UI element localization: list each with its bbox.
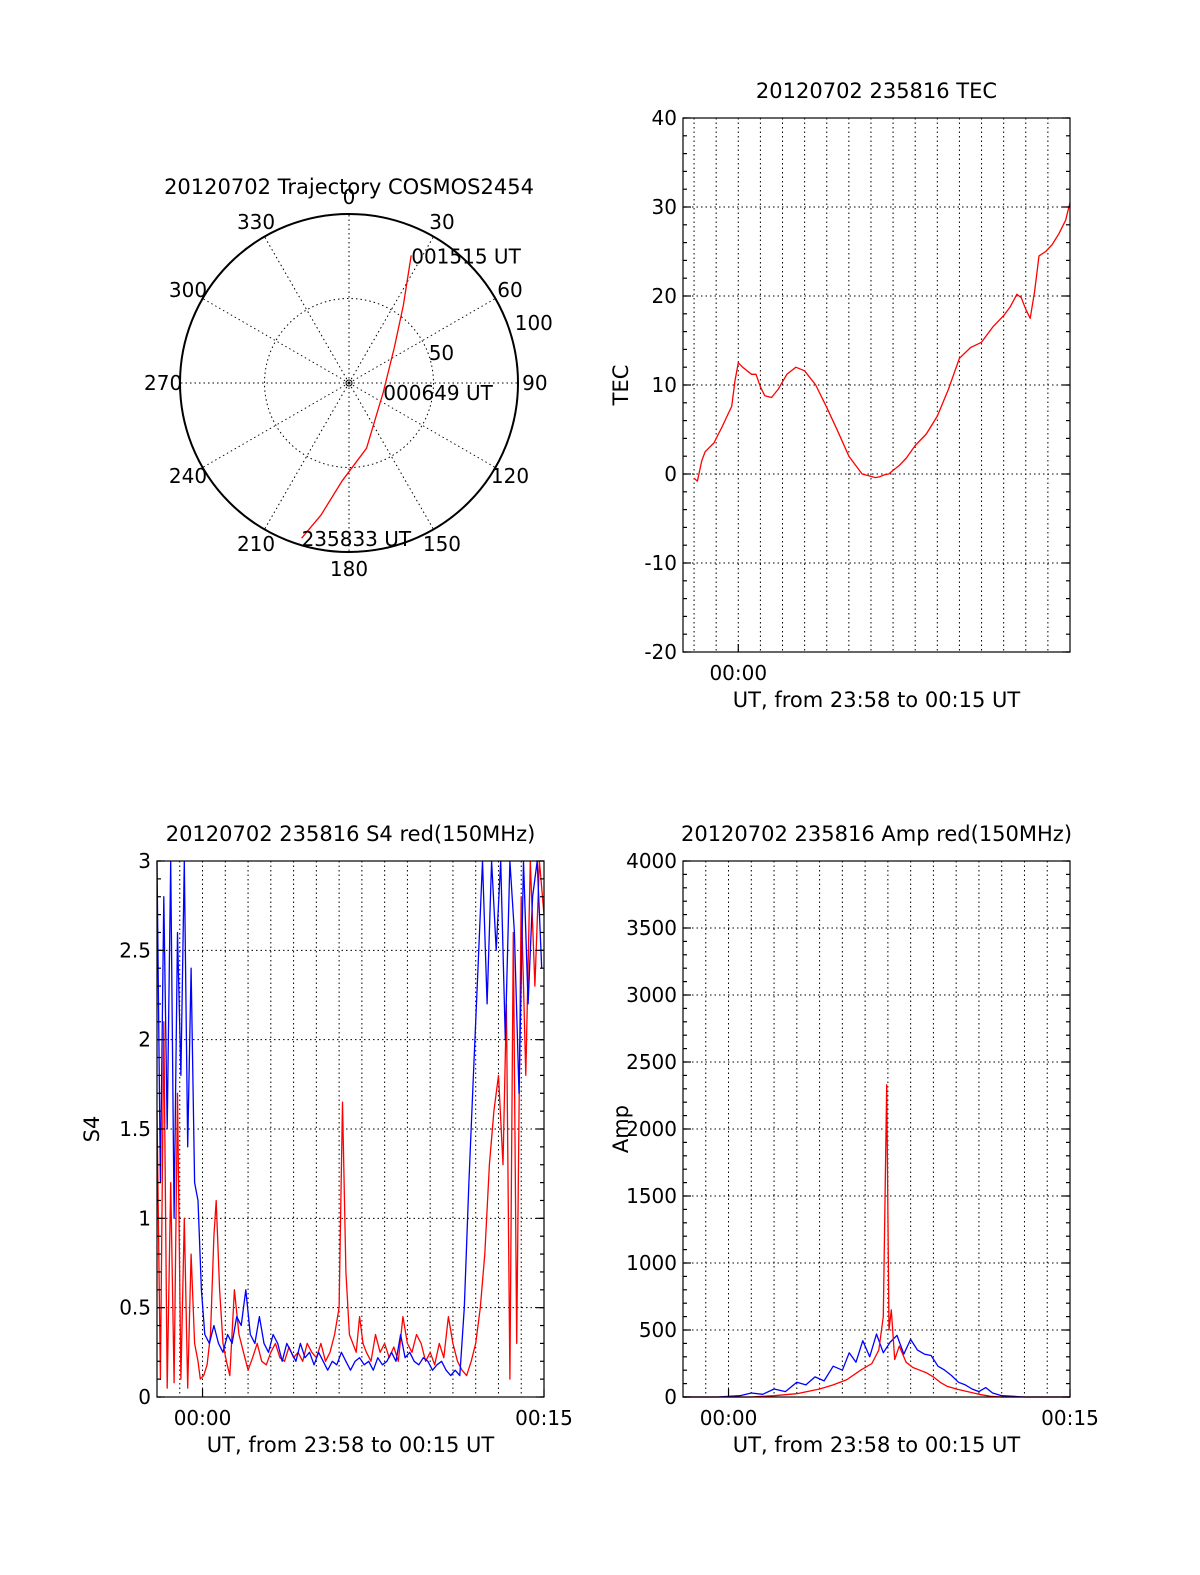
polar-spoke-line [264, 236, 350, 384]
azimuth-label: 90 [522, 371, 547, 395]
tec-ytick-label: 40 [652, 106, 677, 130]
s4-panel: 0 0.5 1 1.5 2 2.5 3 00:00 00:15 20120702 235816 S… [80, 822, 573, 1457]
amp-ytick-label: 3000 [626, 983, 677, 1007]
polar-spoke-line [202, 298, 350, 384]
amp-series-1-line [683, 1084, 1070, 1398]
amp-ytick-label: 4000 [626, 849, 677, 873]
s4-series-1-line [156, 860, 543, 1377]
s4-ytick-label: 1.5 [119, 1117, 151, 1141]
tec-x-axis-label: UT, from 23:58 to 00:15 UT [733, 688, 1021, 712]
amp-ytick-label: 2000 [626, 1117, 677, 1141]
azimuth-label: 0 [343, 185, 356, 209]
polar-spoke-line [348, 298, 496, 384]
polar-spoke-line [348, 382, 434, 530]
amp-ytick-label: 1500 [626, 1184, 677, 1208]
polar-center-marker [345, 379, 353, 387]
trajectory-track-line [301, 255, 412, 539]
s4-ytick-label: 0.5 [119, 1296, 151, 1320]
s4-xtick-label: 00:00 [174, 1406, 232, 1430]
trajectory-time-annotation: 001515 UT [411, 244, 521, 268]
polar-spoke-line [348, 236, 434, 384]
amp-ytick-label: 500 [639, 1318, 677, 1342]
trajectory-time-annotation: 235833 UT [302, 527, 412, 551]
trajectory-chart-title: 20120702 Trajectory COSMOS2454 [164, 175, 534, 199]
s4-series-0-line [156, 860, 545, 1389]
s4-x-axis-label: UT, from 23:58 to 00:15 UT [207, 1433, 495, 1457]
tec-y-axis-label: TEC [609, 365, 633, 407]
polar-spoke-line [348, 382, 496, 468]
tec-ytick-label: 0 [664, 462, 677, 486]
amp-series-0-line [683, 1333, 1070, 1398]
tec-chart-title: 20120702 235816 TEC [756, 79, 997, 103]
elevation-ring-label: 100 [515, 311, 553, 335]
elevation-ring-label: 50 [429, 341, 454, 365]
amp-ytick-label: 1000 [626, 1251, 677, 1275]
tec-ytick-label: -10 [644, 551, 677, 575]
azimuth-label: 270 [144, 371, 182, 395]
tec-xtick-label: 00:00 [709, 661, 767, 685]
amp-x-axis-label: UT, from 23:58 to 00:15 UT [733, 1433, 1021, 1457]
polar-spoke-line [264, 382, 350, 530]
polar-spoke-line [202, 382, 350, 468]
s4-xtick-label: 00:15 [515, 1406, 573, 1430]
azimuth-label: 210 [237, 532, 275, 556]
tec-panel: -20 -10 0 10 20 30 40 00:00 20120702 235816 TEC U… [609, 79, 1071, 712]
amp-panel: 0 500 1000 1500 2000 2500 3000 3500 4000 00:00 00:… [609, 822, 1099, 1457]
azimuth-label: 150 [423, 532, 461, 556]
tec-series-0-line [693, 202, 1071, 482]
s4-chart-title: 20120702 235816 S4 red(150MHz) [166, 822, 536, 846]
azimuth-label: 60 [497, 278, 522, 302]
amp-ytick-label: 0 [664, 1385, 677, 1409]
azimuth-label: 180 [330, 557, 368, 581]
tec-ytick-label: 20 [652, 284, 677, 308]
tec-ytick-label: 10 [652, 373, 677, 397]
amp-chart-title: 20120702 235816 Amp red(150MHz) [681, 822, 1072, 846]
azimuth-label: 300 [169, 278, 207, 302]
azimuth-label: 240 [169, 464, 207, 488]
amp-ytick-label: 2500 [626, 1050, 677, 1074]
s4-ytick-label: 0 [138, 1385, 151, 1409]
amp-y-axis-label: Amp [609, 1105, 633, 1153]
azimuth-label: 30 [429, 210, 454, 234]
tec-ytick-label: 30 [652, 195, 677, 219]
s4-ytick-label: 2 [138, 1028, 151, 1052]
tec-ytick-label: -20 [644, 640, 677, 664]
s4-ytick-label: 2.5 [119, 938, 151, 962]
s4-ytick-label: 1 [138, 1206, 151, 1230]
polar-outer-ring [179, 213, 519, 553]
trajectory-time-annotation: 000649 UT [383, 381, 493, 405]
azimuth-label: 330 [237, 210, 275, 234]
amp-xtick-label: 00:15 [1041, 1406, 1099, 1430]
amp-ytick-label: 3500 [626, 916, 677, 940]
azimuth-label: 120 [491, 464, 529, 488]
s4-y-axis-label: S4 [80, 1116, 104, 1143]
s4-ytick-label: 3 [138, 849, 151, 873]
amp-xtick-label: 00:00 [700, 1406, 758, 1430]
polar-inner-ring [264, 298, 434, 468]
